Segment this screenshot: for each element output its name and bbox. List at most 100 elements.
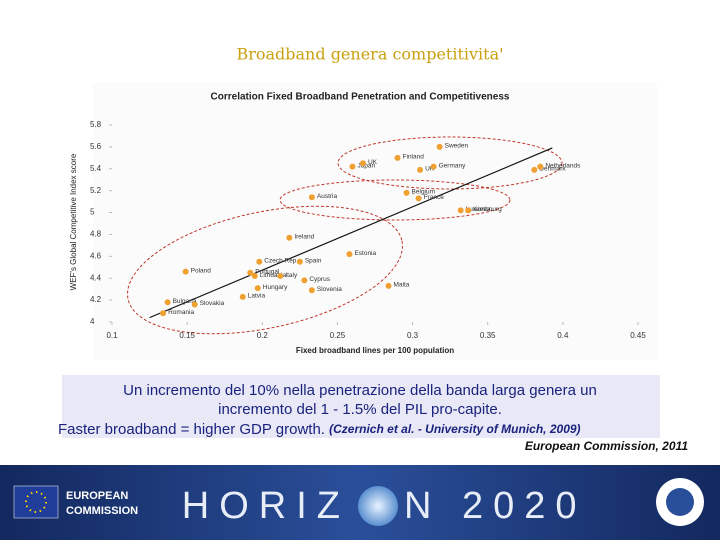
data-point xyxy=(457,207,464,214)
point-label: Latvia xyxy=(248,293,266,300)
point-label: Denmark xyxy=(539,166,566,173)
x-tick-label: 0.15 xyxy=(179,331,195,340)
point-label: Hungary xyxy=(263,284,288,291)
note-bold-line: Faster broadband = higher GDP growth. xyxy=(58,421,325,438)
data-point xyxy=(254,285,261,292)
data-point xyxy=(403,189,410,196)
point-label: Portugal xyxy=(255,268,280,275)
x-tick-label: 0.4 xyxy=(557,331,569,340)
point-label: Netherlands xyxy=(545,162,581,169)
data-point xyxy=(301,277,308,284)
data-point xyxy=(308,194,315,201)
y-tick-label: 5.4 xyxy=(90,164,102,173)
data-point xyxy=(164,299,171,306)
y-tick-label: 5.6 xyxy=(90,142,102,151)
cluster-ellipse xyxy=(337,136,563,190)
org-name: COMMISSION xyxy=(66,505,138,517)
data-point xyxy=(247,269,254,276)
source: European Commission, 2011 xyxy=(525,439,688,453)
point-label: France xyxy=(424,194,445,201)
trend-line xyxy=(149,147,553,319)
point-label: Czech Rep xyxy=(264,258,297,265)
data-point xyxy=(160,310,167,317)
brand-globe xyxy=(358,486,398,526)
eu-flag xyxy=(13,485,59,519)
point-label: Spain xyxy=(305,258,322,265)
data-point xyxy=(415,195,422,202)
point-label: Korea xyxy=(473,206,491,213)
data-point xyxy=(417,166,424,173)
y-tick-label: 5.8 xyxy=(90,120,102,129)
x-axis-label: Fixed broadband lines per 100 population xyxy=(296,346,454,355)
data-point xyxy=(256,258,263,265)
data-point xyxy=(359,160,366,167)
y-tick-label: 4 xyxy=(90,317,95,326)
point-label: UK xyxy=(368,159,378,166)
y-tick-label: 5 xyxy=(90,208,95,217)
point-label: UK xyxy=(425,166,435,173)
point-label: Estonia xyxy=(354,250,376,257)
cluster-ellipse xyxy=(127,205,403,335)
point-label: Bulgaria xyxy=(173,298,197,305)
point-label: Poland xyxy=(191,267,212,274)
x-tick-label: 0.3 xyxy=(407,331,419,340)
point-label: Cyprus xyxy=(309,276,330,283)
chart-title: Correlation Fixed Broadband Penetration … xyxy=(211,92,510,103)
brand-right: N 2020 xyxy=(404,485,587,527)
point-label: Austria xyxy=(317,193,338,200)
data-point xyxy=(182,268,189,275)
data-point xyxy=(436,143,443,150)
note-line: Un incremento del 10% nella penetrazione… xyxy=(123,382,597,399)
y-tick-label: 4.4 xyxy=(90,273,102,282)
cluster-ellipse xyxy=(279,179,511,221)
note-bold: Faster broadband = higher GDP growth. (C… xyxy=(58,421,581,438)
note-box xyxy=(62,375,660,438)
data-point xyxy=(537,163,544,170)
x-tick-label: 0.25 xyxy=(330,331,346,340)
chart-panel xyxy=(93,83,657,360)
x-tick-label: 0.1 xyxy=(106,331,118,340)
data-point xyxy=(277,273,284,280)
point-label: Sweden xyxy=(445,143,469,150)
data-point xyxy=(531,166,538,173)
y-tick-label: 4.8 xyxy=(90,230,102,239)
innovation-union-core xyxy=(666,488,694,516)
x-tick-label: 0.2 xyxy=(257,331,269,340)
point-label: Ireland xyxy=(294,233,314,240)
x-tick-label: 0.45 xyxy=(630,331,646,340)
x-tick-label: 0.35 xyxy=(480,331,496,340)
point-label: Malta xyxy=(394,282,410,289)
data-point xyxy=(286,234,293,241)
org-name: EUROPEAN xyxy=(66,490,128,502)
point-label: Germany xyxy=(439,162,466,169)
brand-left: HORIZ xyxy=(182,485,350,527)
slide-title: Broadband genera competitivita' xyxy=(236,45,503,64)
y-tick-label: 5.2 xyxy=(90,186,102,195)
citation: (Czernich et al. - University of Munich,… xyxy=(329,422,580,436)
point-label: Romania xyxy=(168,309,194,316)
eu-stars xyxy=(25,491,47,513)
data-point xyxy=(430,163,437,170)
data-point xyxy=(465,207,472,214)
y-axis-label: WEF's Global Competitive Index score xyxy=(69,153,78,290)
point-label: Japan xyxy=(357,162,375,169)
y-tick-label: 4.2 xyxy=(90,295,102,304)
cluster-outlines xyxy=(127,136,563,335)
note-line: incremento del 1 - 1.5% del PIL pro-capi… xyxy=(218,401,502,418)
data-point xyxy=(251,273,258,280)
point-label: Luxembourg xyxy=(466,206,503,213)
data-point xyxy=(385,282,392,289)
data-point xyxy=(349,163,356,170)
point-label: Finland xyxy=(403,154,425,161)
y-tick-label: 4.6 xyxy=(90,251,102,260)
data-point xyxy=(191,301,198,308)
point-label: Italy xyxy=(285,272,298,279)
data-point xyxy=(394,154,401,161)
data-point xyxy=(346,251,353,258)
point-label: Slovenia xyxy=(317,286,342,293)
data-point xyxy=(239,293,246,300)
data-point xyxy=(296,258,303,265)
point-label: Lithuania xyxy=(260,272,287,279)
